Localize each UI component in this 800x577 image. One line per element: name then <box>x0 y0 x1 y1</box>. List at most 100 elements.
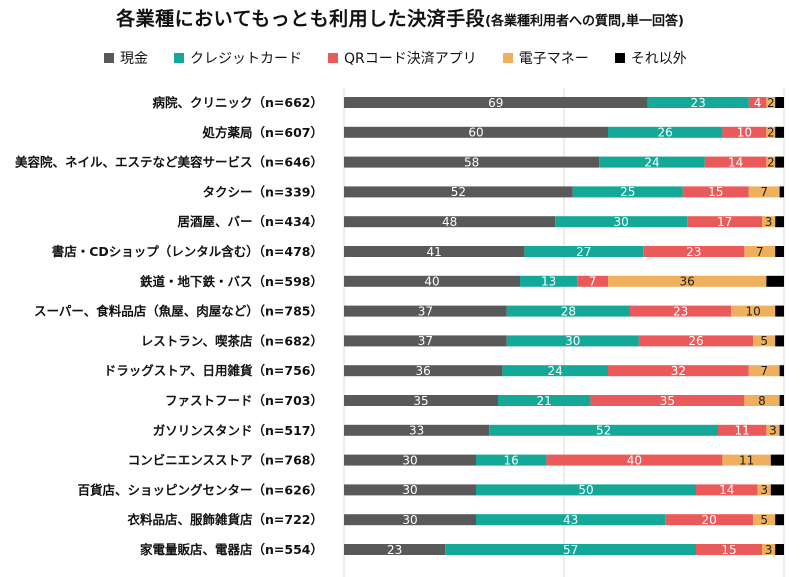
legend-label-1: クレジットカード <box>190 51 302 67</box>
value-label-10-0: 35 <box>413 394 428 408</box>
value-label-2-0: 58 <box>464 155 479 169</box>
value-label-8-1: 30 <box>565 334 580 348</box>
category-label-8: レストラン、喫茶店（n=682） <box>141 333 323 348</box>
bar-segment-0-0 <box>344 97 648 108</box>
bar-segment-1-0 <box>344 126 608 138</box>
bar-segment-12-2 <box>546 454 723 466</box>
category-label-11: ガソリンスタンド（n=517） <box>153 423 323 438</box>
value-label-5-1: 27 <box>576 245 591 259</box>
value-label-5-3: 7 <box>756 245 764 259</box>
value-label-1-3: 2 <box>767 126 775 140</box>
bar-segment-5-3 <box>744 246 776 257</box>
legend-label-0: 現金 <box>120 51 148 67</box>
bar-segment-7-4 <box>775 305 784 317</box>
value-label-15-2: 15 <box>721 543 736 557</box>
category-label-5: 書店・CDショップ（レンタル含む）（n=478） <box>52 244 323 259</box>
bar-segment-0-4 <box>775 97 784 108</box>
bar-segment-12-3 <box>722 454 771 466</box>
bar-segment-7-3 <box>731 305 776 317</box>
category-label-0: 病院、クリニック（n=662） <box>153 95 323 110</box>
bar-segment-4-0 <box>344 216 556 228</box>
bar-segment-14-3 <box>753 514 776 526</box>
value-label-9-2: 32 <box>671 364 686 378</box>
legend-label-4: それ以外 <box>630 51 687 67</box>
legend-swatch-3 <box>502 53 513 63</box>
bar-segment-10-2 <box>590 395 745 406</box>
value-label-15-0: 23 <box>387 543 402 557</box>
bar-segment-1-3 <box>766 126 776 138</box>
bar-segment-9-1 <box>502 365 608 377</box>
value-label-4-2: 17 <box>717 215 732 229</box>
bar-segment-13-3 <box>757 484 771 496</box>
bar-segment-10-0 <box>344 395 498 406</box>
bar-segment-9-4 <box>779 365 784 377</box>
bar-segment-7-0 <box>344 305 507 317</box>
bar-segment-6-2 <box>577 275 608 287</box>
legend-swatch-4 <box>614 53 625 63</box>
bar-segment-1-4 <box>775 126 784 138</box>
value-label-1-1: 26 <box>658 126 673 140</box>
value-label-4-1: 30 <box>614 215 629 229</box>
value-label-1-0: 60 <box>468 126 483 140</box>
bar-segment-11-0 <box>344 424 490 436</box>
value-label-4-0: 48 <box>442 215 457 229</box>
bar-segment-15-3 <box>762 544 776 555</box>
bar-segment-2-4 <box>775 156 784 168</box>
category-label-3: タクシー（n=339） <box>203 184 323 199</box>
bar-segment-11-2 <box>718 424 767 436</box>
value-label-15-3: 3 <box>765 543 773 557</box>
value-label-14-1: 43 <box>563 513 578 527</box>
bar-segment-6-4 <box>766 275 784 287</box>
value-label-12-1: 16 <box>504 453 519 467</box>
bar-segment-15-0 <box>344 544 446 555</box>
value-label-0-1: 23 <box>691 96 706 110</box>
bar-segment-2-0 <box>344 156 600 168</box>
value-label-15-1: 57 <box>563 543 578 557</box>
value-label-2-3: 2 <box>767 155 775 169</box>
bar-segment-10-3 <box>744 395 780 406</box>
bar-segment-6-3 <box>608 275 767 287</box>
legend-swatch-2 <box>328 53 338 63</box>
value-label-8-2: 26 <box>688 334 703 348</box>
value-label-5-2: 23 <box>686 245 701 259</box>
value-label-0-0: 69 <box>488 96 503 110</box>
value-label-8-0: 37 <box>418 334 433 348</box>
bar-segment-2-3 <box>766 156 776 168</box>
bar-segment-13-1 <box>476 484 696 496</box>
bar-segment-9-0 <box>344 365 503 377</box>
value-label-2-2: 14 <box>728 155 743 169</box>
value-label-10-2: 35 <box>660 394 675 408</box>
bar-segment-11-4 <box>779 424 784 436</box>
bar-segment-15-4 <box>775 544 784 555</box>
legend-item-2: QRコード決済アプリ <box>328 48 477 68</box>
value-label-10-3: 8 <box>758 394 766 408</box>
bar-segment-9-3 <box>748 365 780 377</box>
value-label-11-2: 11 <box>735 424 750 438</box>
legend-item-4: それ以外 <box>614 48 687 68</box>
value-label-7-1: 28 <box>561 304 576 318</box>
bar-segment-5-1 <box>524 246 644 257</box>
value-label-9-0: 36 <box>416 364 431 378</box>
bar-segment-3-3 <box>748 186 780 198</box>
bar-segment-3-4 <box>779 186 784 198</box>
bar-segment-4-1 <box>555 216 688 228</box>
legend-item-1: クレジットカード <box>174 48 302 68</box>
bar-segment-3-2 <box>682 186 749 198</box>
bar-segment-3-0 <box>344 186 573 198</box>
value-label-9-3: 7 <box>760 364 768 378</box>
category-label-2: 美容院、ネイル、エステなど美容サービス（n=646） <box>15 155 323 170</box>
value-label-12-2: 40 <box>627 453 642 467</box>
value-label-11-0: 33 <box>409 424 424 438</box>
bar-segment-10-1 <box>498 395 591 406</box>
bar-segment-11-3 <box>766 424 780 436</box>
value-label-7-2: 23 <box>673 304 688 318</box>
chart-subtitle: (各業種利用者への質問,単一回答) <box>485 14 684 29</box>
bar-segment-8-0 <box>344 335 507 347</box>
bar-segment-10-4 <box>779 395 784 406</box>
bar-segment-5-4 <box>775 246 784 257</box>
value-label-2-1: 24 <box>644 155 659 169</box>
value-label-13-0: 30 <box>402 483 417 497</box>
bar-segment-15-2 <box>696 544 762 555</box>
value-label-8-3: 5 <box>760 334 768 348</box>
bar-segment-0-2 <box>748 97 767 108</box>
